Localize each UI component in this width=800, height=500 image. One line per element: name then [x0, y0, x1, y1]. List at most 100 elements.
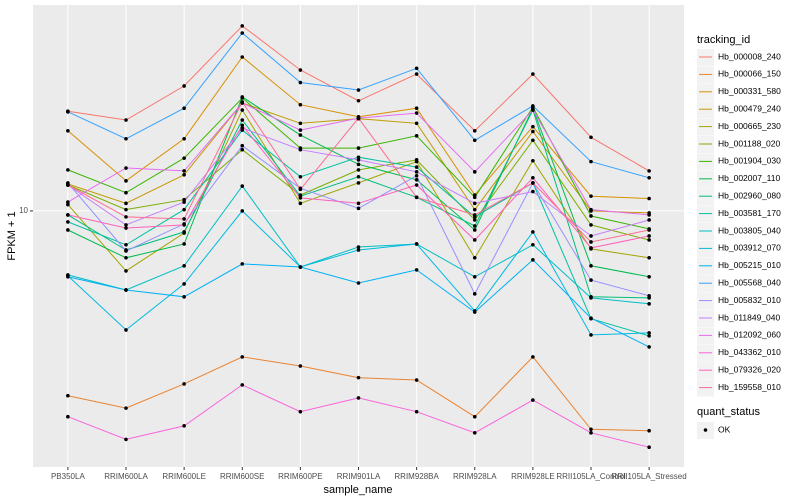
data-point — [414, 121, 419, 126]
data-point — [240, 383, 245, 387]
data-point — [531, 72, 535, 76]
legend-label: Hb_011849_040 — [718, 312, 781, 322]
data-point — [356, 146, 361, 150]
data-point — [240, 147, 245, 152]
data-point — [124, 179, 128, 183]
legend-key — [697, 118, 714, 136]
x-tick-label: RRIM928BA — [394, 472, 439, 481]
data-point — [240, 262, 245, 266]
data-point — [472, 195, 477, 200]
data-point — [531, 189, 535, 194]
data-point — [124, 190, 128, 195]
x-tick-label: RRII105LA_Stressed — [612, 472, 687, 481]
data-point — [472, 138, 477, 143]
data-point — [298, 201, 303, 206]
data-point — [414, 173, 419, 178]
data-point — [589, 234, 593, 238]
legend-label: Hb_000008_240 — [718, 51, 781, 61]
data-point — [589, 431, 593, 435]
legend-label: Hb_003805_040 — [718, 225, 781, 235]
data-point — [298, 196, 303, 200]
data-point — [298, 364, 303, 368]
data-point — [182, 230, 186, 234]
data-point — [124, 269, 128, 273]
data-point — [298, 102, 303, 107]
data-point — [356, 158, 361, 162]
y-axis-label: FPKM + 1 — [6, 211, 18, 260]
data-point — [647, 334, 651, 338]
x-tick-label: RRIM928LE — [511, 472, 555, 481]
data-point — [356, 88, 361, 92]
data-point — [414, 378, 419, 382]
data-point — [298, 80, 303, 85]
data-point — [182, 223, 186, 227]
data-point — [414, 72, 419, 76]
data-point — [66, 168, 70, 172]
data-point — [298, 265, 303, 269]
data-point — [531, 175, 535, 180]
legend-label: Hb_159558_010 — [718, 382, 781, 392]
data-point — [182, 282, 186, 286]
data-point — [589, 240, 593, 244]
data-point — [356, 174, 361, 179]
data-point — [356, 396, 361, 400]
legend-title: tracking_id — [697, 34, 750, 46]
data-point — [240, 126, 245, 130]
data-point — [182, 242, 186, 246]
data-point — [182, 156, 186, 160]
data-point — [356, 201, 361, 206]
data-point — [356, 245, 361, 249]
data-point — [240, 123, 245, 128]
data-point — [356, 162, 361, 167]
data-point — [472, 228, 477, 232]
x-tick-label: RRIM600LE — [162, 472, 206, 481]
data-point — [240, 95, 245, 99]
data-point — [589, 207, 593, 212]
data-point — [356, 181, 361, 185]
data-point — [647, 169, 651, 173]
x-tick-label: RRIM600PE — [278, 472, 322, 481]
data-point — [66, 220, 70, 224]
data-point — [182, 382, 186, 386]
legend-title: quant_status — [697, 406, 760, 418]
data-point — [647, 196, 651, 201]
data-point — [240, 143, 245, 148]
data-point — [356, 155, 361, 160]
data-point — [589, 159, 593, 164]
legend-label: Hb_001904_030 — [718, 156, 781, 166]
data-point — [472, 310, 477, 314]
data-point — [531, 398, 535, 402]
data-point — [472, 238, 477, 242]
legend-label: Hb_005215_010 — [718, 260, 781, 270]
data-point — [414, 183, 419, 187]
data-point — [124, 201, 128, 206]
data-point — [182, 207, 186, 212]
data-point — [66, 183, 70, 187]
legend-label: Hb_079326_020 — [718, 364, 781, 374]
legend-point — [703, 428, 708, 432]
x-tick-label: PB350LA — [51, 472, 85, 481]
data-point — [589, 246, 593, 250]
data-point — [472, 207, 477, 212]
data-point — [124, 328, 128, 332]
data-point — [66, 213, 70, 217]
data-point — [472, 170, 477, 174]
data-point — [124, 249, 128, 253]
data-point — [647, 218, 651, 222]
data-point — [414, 111, 419, 115]
data-point — [240, 355, 245, 359]
data-point — [647, 228, 651, 232]
legend-label: OK — [718, 424, 731, 434]
data-point — [240, 100, 245, 104]
data-point — [531, 230, 535, 234]
legend-label: Hb_003912_070 — [718, 243, 781, 253]
data-point — [124, 255, 128, 260]
data-point — [472, 128, 477, 133]
data-point — [124, 406, 128, 410]
data-point — [298, 133, 303, 137]
data-point — [182, 424, 186, 428]
data-point — [647, 294, 651, 298]
data-point — [240, 24, 245, 28]
data-point — [589, 223, 593, 227]
data-point — [124, 136, 128, 141]
